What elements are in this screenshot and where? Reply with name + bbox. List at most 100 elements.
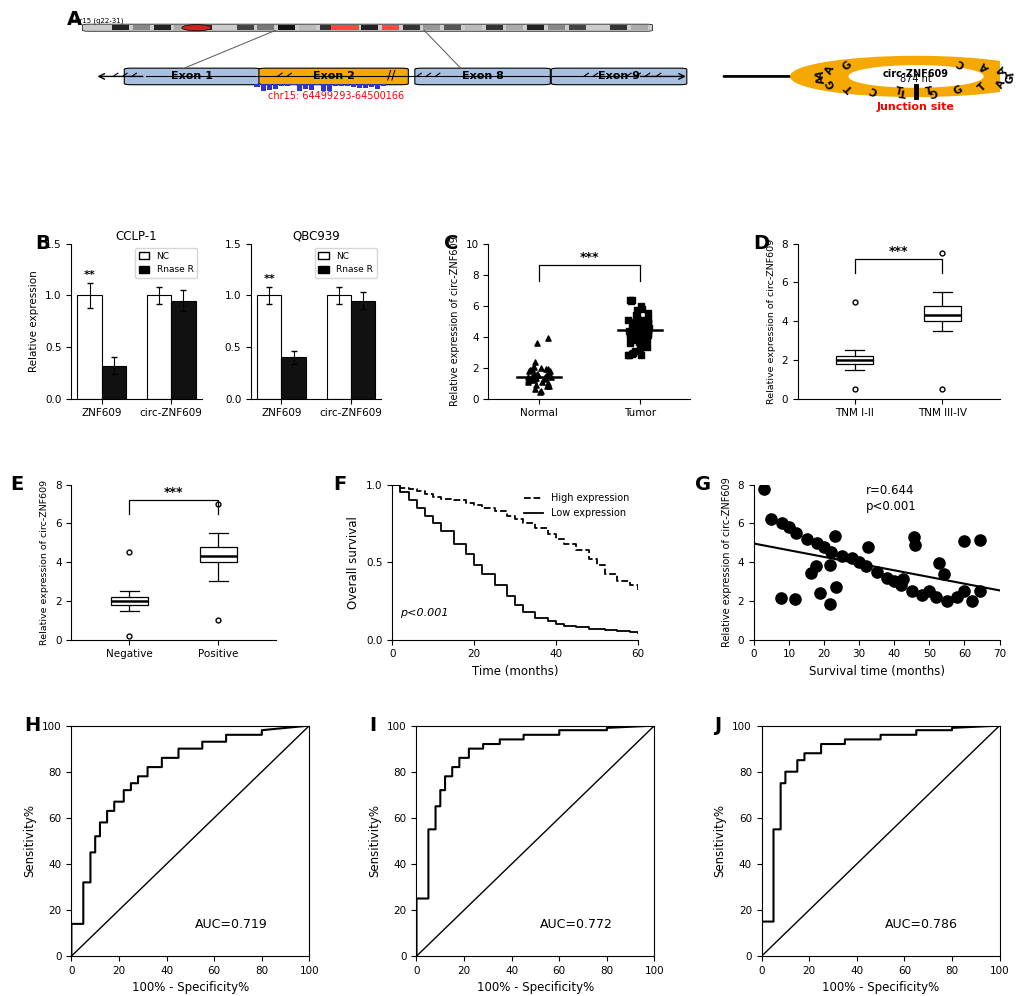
Legend: High expression, Low expression: High expression, Low expression bbox=[519, 489, 633, 522]
Bar bbox=[309, 85, 314, 90]
Point bbox=[955, 533, 971, 549]
Bar bbox=[547, 25, 565, 30]
High expression bbox=[500, 510, 513, 522]
Point bbox=[532, 382, 548, 398]
Bar bbox=[403, 25, 419, 30]
Low expression bbox=[582, 622, 594, 634]
Point bbox=[629, 302, 645, 318]
X-axis label: 100% - Specificity%: 100% - Specificity% bbox=[477, 981, 593, 994]
Low expression bbox=[411, 502, 423, 514]
High expression bbox=[517, 517, 529, 529]
PathPatch shape bbox=[923, 306, 960, 321]
Point bbox=[620, 323, 636, 339]
Text: Exon 2: Exon 2 bbox=[313, 72, 355, 82]
Point bbox=[893, 578, 909, 594]
Point bbox=[637, 320, 653, 336]
Text: D: D bbox=[752, 234, 768, 253]
Text: r=0.644: r=0.644 bbox=[865, 484, 914, 497]
PathPatch shape bbox=[836, 356, 872, 364]
Point bbox=[878, 570, 895, 586]
Y-axis label: Relative expression of circ-ZNF609: Relative expression of circ-ZNF609 bbox=[766, 239, 774, 403]
Point bbox=[523, 362, 539, 377]
Point bbox=[629, 310, 645, 326]
X-axis label: 100% - Specificity%: 100% - Specificity% bbox=[821, 981, 938, 994]
Bar bbox=[363, 85, 368, 88]
Point bbox=[540, 378, 556, 394]
Bar bbox=[344, 85, 350, 87]
Point bbox=[639, 315, 655, 331]
Point bbox=[533, 361, 549, 376]
Point bbox=[811, 586, 827, 602]
Bar bbox=[236, 25, 254, 30]
High expression bbox=[541, 528, 553, 540]
Point bbox=[630, 326, 646, 342]
FancyBboxPatch shape bbox=[124, 68, 260, 85]
Point bbox=[895, 571, 911, 587]
Bar bbox=[375, 85, 380, 89]
High expression bbox=[549, 533, 561, 545]
Point bbox=[639, 306, 655, 322]
Legend: NC, Rnase R: NC, Rnase R bbox=[135, 248, 197, 278]
Point bbox=[623, 320, 639, 336]
Text: A: A bbox=[66, 10, 82, 29]
Point bbox=[634, 329, 650, 345]
Bar bbox=[369, 85, 374, 87]
Text: T: T bbox=[843, 82, 855, 94]
Point bbox=[913, 587, 929, 603]
Point bbox=[526, 370, 542, 385]
Point bbox=[956, 584, 972, 600]
Text: Exon 9: Exon 9 bbox=[597, 72, 639, 82]
Y-axis label: Sensitivity%: Sensitivity% bbox=[23, 805, 37, 877]
Point bbox=[949, 589, 965, 605]
Point bbox=[519, 374, 535, 389]
Bar bbox=[257, 296, 281, 398]
Point bbox=[534, 374, 550, 390]
Low expression bbox=[557, 620, 570, 631]
Point bbox=[633, 348, 649, 364]
Point bbox=[629, 309, 645, 325]
Bar bbox=[272, 85, 277, 89]
Point bbox=[631, 325, 647, 341]
High expression bbox=[570, 544, 582, 556]
Point bbox=[906, 529, 922, 545]
Text: C: C bbox=[867, 84, 878, 97]
Point bbox=[962, 593, 978, 609]
Text: Exon 1: Exon 1 bbox=[171, 72, 213, 82]
Text: T: T bbox=[898, 86, 906, 97]
Point bbox=[639, 339, 655, 355]
Text: A: A bbox=[815, 75, 826, 84]
High expression bbox=[385, 479, 397, 491]
Text: C: C bbox=[443, 234, 458, 253]
Point bbox=[786, 592, 802, 608]
Text: chr15: 64499293-64500166: chr15: 64499293-64500166 bbox=[268, 92, 404, 102]
Point bbox=[640, 321, 656, 337]
Point bbox=[859, 539, 875, 555]
Text: Junction site: Junction site bbox=[876, 102, 954, 112]
Low expression bbox=[529, 612, 541, 623]
Low expression bbox=[435, 525, 447, 537]
Point bbox=[637, 321, 653, 337]
Y-axis label: Relative expression of circ-ZNF609: Relative expression of circ-ZNF609 bbox=[721, 477, 732, 647]
X-axis label: 100% - Specificity%: 100% - Specificity% bbox=[131, 981, 249, 994]
Point bbox=[815, 539, 832, 555]
Y-axis label: Sensitivity%: Sensitivity% bbox=[713, 805, 726, 877]
FancyBboxPatch shape bbox=[83, 24, 652, 31]
Point bbox=[526, 373, 542, 388]
Text: AUC=0.772: AUC=0.772 bbox=[540, 918, 612, 931]
Low expression bbox=[541, 615, 553, 626]
High expression bbox=[488, 505, 500, 517]
Point bbox=[755, 480, 771, 496]
Point bbox=[636, 327, 652, 343]
High expression bbox=[419, 488, 431, 500]
Point bbox=[635, 319, 651, 335]
Point bbox=[527, 381, 543, 397]
Low expression bbox=[394, 486, 407, 498]
Bar bbox=[423, 25, 440, 30]
Low expression bbox=[447, 538, 460, 550]
Point bbox=[833, 549, 849, 565]
Point bbox=[628, 307, 644, 323]
Text: G: G bbox=[694, 475, 710, 494]
Bar bbox=[112, 25, 129, 30]
Ellipse shape bbox=[181, 25, 211, 31]
Circle shape bbox=[790, 57, 1019, 97]
